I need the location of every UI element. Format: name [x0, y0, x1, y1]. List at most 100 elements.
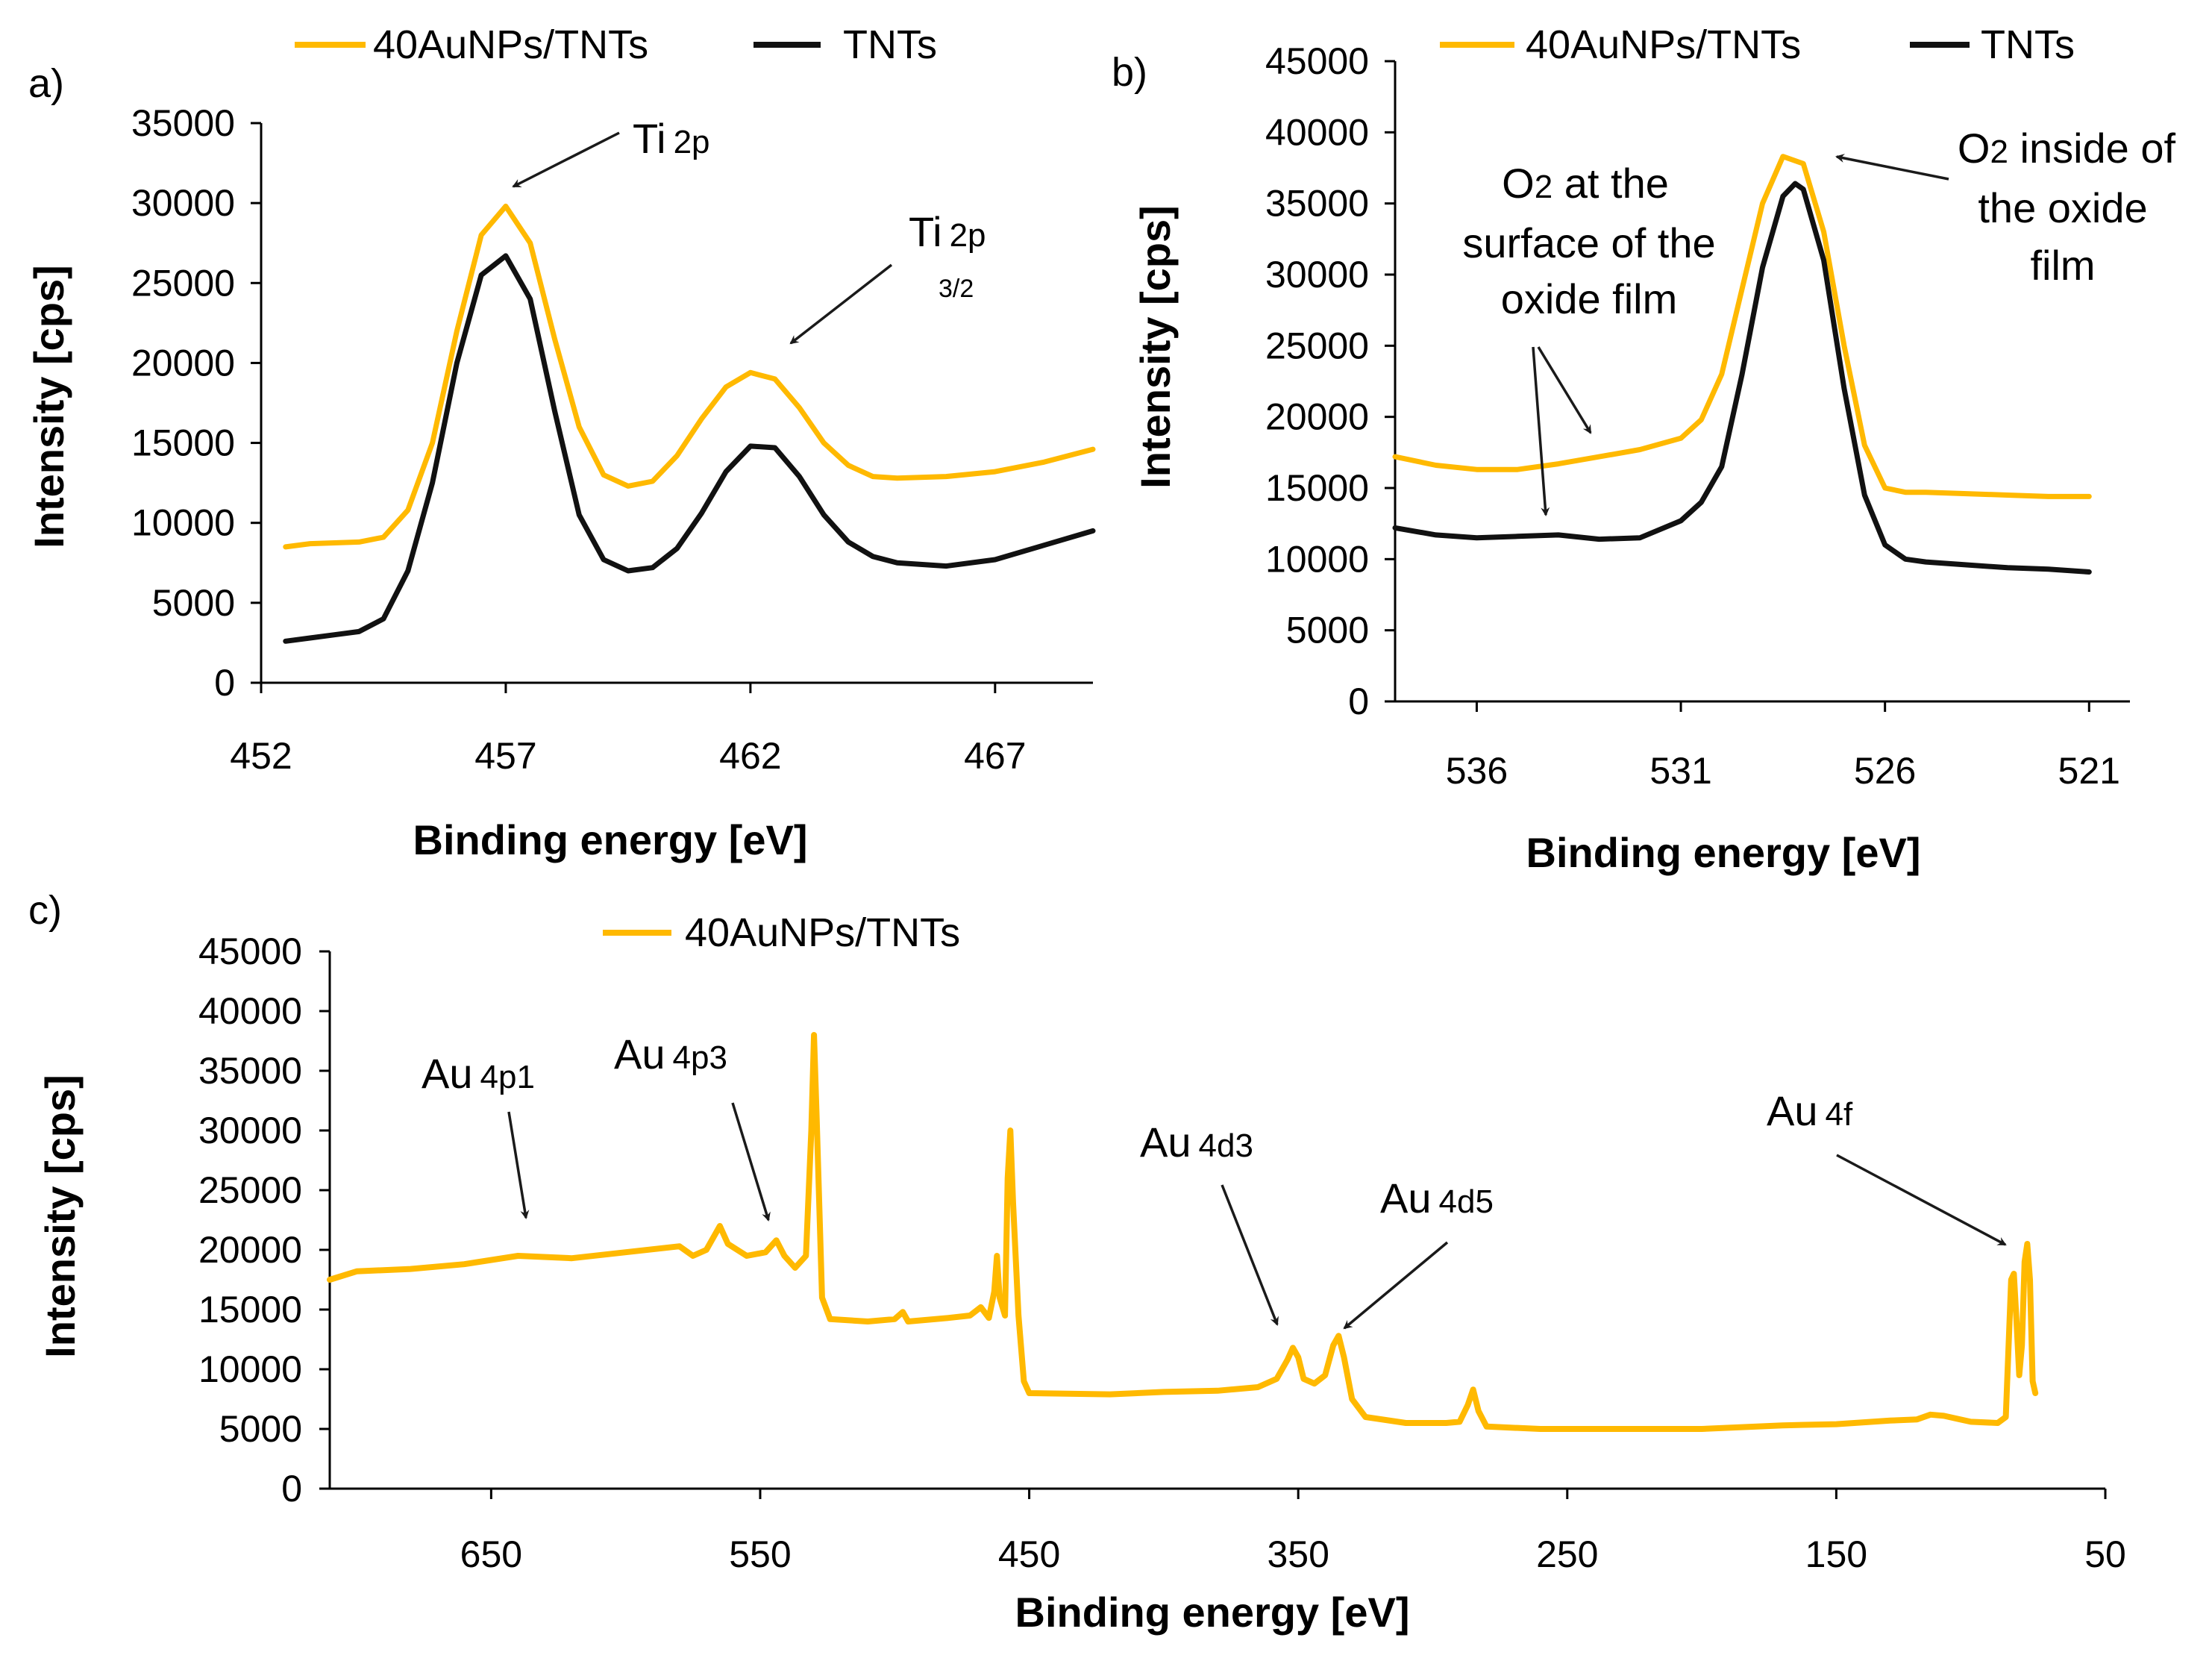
- panel-c-annotation-au4p3: Au 4p3: [614, 1030, 771, 1222]
- panel-c-x-axis-title: Binding energy [eV]: [1015, 1589, 1410, 1636]
- panel-a-annot-ti2p: Ti 2p: [633, 115, 710, 162]
- panel-a-y-tick-label-7: 35000: [131, 102, 235, 144]
- panel-b-annot-inside-line1: O2 inside of: [1958, 125, 2176, 172]
- panel-a-annotation-ti2p32: Ti 2p 3/2: [789, 208, 986, 345]
- panel-c-y-tick-label-9: 45000: [198, 930, 302, 972]
- panel-b-annot-surface-line2: surface of the: [1462, 219, 1715, 266]
- panel-b-y-ticks: 0 5000 10000 15000 20000 25000 30000 35000 40000…: [1265, 40, 1395, 722]
- panel-b-x-tick-label-0: 536: [1446, 750, 1508, 792]
- panel-b-annot-inside-line2: the oxide: [1978, 184, 2147, 231]
- panel-a-annot-ti2p32-sub: 3/2: [939, 275, 974, 303]
- panel-a-series-line-1: [283, 253, 1096, 644]
- panel-b-arrow-surface-1: [1532, 346, 1550, 516]
- panel-a-y-tick-label-4: 20000: [131, 342, 235, 384]
- panel-c-legend: 40AuNPs/TNTs: [603, 910, 960, 955]
- panel-c-series: [327, 1032, 2039, 1432]
- panel-c-x-tick-label-1: 550: [729, 1533, 791, 1575]
- panel-b-y-tick-label-0: 0: [1348, 681, 1369, 722]
- panel-a-y-axis-title: Intensity [cps]: [25, 265, 72, 548]
- panel-c-annot-au4p1: Au 4p1: [422, 1050, 535, 1097]
- panel-a-y-tick-label-0: 0: [214, 662, 235, 704]
- panel-a-legend-label-tnts: TNTs: [843, 22, 937, 67]
- panel-c-y-tick-label-6: 30000: [198, 1110, 302, 1151]
- panel-a-legend-label-au: 40AuNPs/TNTs: [373, 22, 648, 67]
- panel-b-x-tick-label-1: 531: [1649, 750, 1711, 792]
- panel-c-x-tick-label-0: 650: [460, 1533, 522, 1575]
- panel-b-label: b): [1112, 50, 1147, 95]
- panel-c-annotation-au4d3: Au 4d3: [1140, 1119, 1279, 1326]
- panel-c-y-tick-label-3: 15000: [198, 1289, 302, 1330]
- panel-a-annotation-ti2p: Ti 2p: [512, 115, 710, 188]
- panel-c-arrow-au4p3: [731, 1102, 771, 1222]
- panel-a-label: a): [28, 61, 64, 106]
- panel-b-annotation-inside: O2 inside of the oxide film: [1835, 125, 2176, 289]
- panel-c-arrow-au4d3: [1221, 1184, 1279, 1326]
- panel-c-y-tick-label-5: 25000: [198, 1169, 302, 1211]
- panel-a-x-tick-label-3: 467: [964, 735, 1026, 777]
- panel-c-series-line-0: [327, 1032, 2039, 1432]
- panel-a-arrow-ti2p: [512, 131, 620, 188]
- panel-c-x-tick-label-4: 250: [1536, 1533, 1598, 1575]
- panel-b-legend-label-au: 40AuNPs/TNTs: [1526, 22, 1801, 67]
- panel-c-annot-au4d3: Au 4d3: [1140, 1119, 1253, 1166]
- panel-b-annot-surface-line1: O2 at the: [1502, 160, 1669, 207]
- panel-c-x-tick-label-3: 350: [1267, 1533, 1329, 1575]
- panel-a-x-tick-label-0: 452: [230, 735, 292, 777]
- panel-b-y-tick-label-7: 35000: [1265, 183, 1369, 225]
- panel-a-annot-ti2p32: Ti 2p: [909, 208, 986, 255]
- panel-a-x-tick-label-2: 462: [719, 735, 781, 777]
- panel-b-series-line-0: [1392, 154, 2092, 499]
- panel-b: b) 40AuNPs/TNTs TNTs 0 5000 10000 15000 2000…: [1112, 22, 2176, 876]
- panel-b-y-tick-label-6: 30000: [1265, 254, 1369, 295]
- panel-c-legend-label-au: 40AuNPs/TNTs: [685, 910, 960, 955]
- panel-c-x-tick-label-5: 150: [1805, 1533, 1867, 1575]
- panel-b-y-tick-label-8: 40000: [1265, 111, 1369, 153]
- panel-c-label: c): [28, 888, 62, 933]
- panel-a-arrow-ti2p32: [789, 263, 893, 345]
- panel-b-x-ticks: 536 531 526 521: [1446, 701, 2120, 792]
- panel-a-y-tick-label-5: 25000: [131, 262, 235, 304]
- panel-b-y-tick-label-3: 15000: [1265, 467, 1369, 509]
- panel-c-annotation-au4f: Au 4f: [1767, 1087, 2007, 1246]
- panel-b-y-tick-label-2: 10000: [1265, 538, 1369, 580]
- panel-c-y-ticks: 0 5000 10000 15000 20000 25000 30000 35000 40000…: [198, 930, 330, 1510]
- panel-c-y-tick-label-4: 20000: [198, 1229, 302, 1271]
- panel-c-x-tick-label-2: 450: [998, 1533, 1060, 1575]
- panel-c-axes: 0 5000 10000 15000 20000 25000 30000 35000 40000…: [198, 930, 2126, 1575]
- panel-b-x-axis-title: Binding energy [eV]: [1526, 829, 1921, 876]
- panel-c-y-tick-label-1: 5000: [219, 1408, 302, 1450]
- panel-a-y-tick-label-3: 15000: [131, 422, 235, 464]
- panel-a-x-ticks: 452 457 462 467: [230, 683, 1027, 777]
- panel-a-y-tick-label-1: 5000: [152, 582, 235, 624]
- panel-c-annot-au4d5: Au 4d5: [1380, 1175, 1494, 1222]
- panel-a-legend: 40AuNPs/TNTs TNTs: [295, 22, 937, 67]
- panel-a-y-ticks: 0 5000 10000 15000 20000 25000 30000 35000: [131, 102, 261, 704]
- panel-b-annotation-surface: O2 at the surface of the oxide film: [1462, 160, 1716, 516]
- panel-b-arrow-inside: [1835, 154, 1949, 181]
- panel-b-y-axis-title: Intensity [cps]: [1132, 205, 1179, 489]
- panel-c-y-tick-label-8: 40000: [198, 990, 302, 1032]
- panel-b-x-tick-label-2: 526: [1854, 750, 1916, 792]
- panel-c-arrow-au4f: [1836, 1154, 2007, 1246]
- panel-c-y-tick-label-0: 0: [281, 1468, 302, 1510]
- panel-b-annot-surface-line3: oxide film: [1501, 275, 1678, 322]
- panel-b-annot-inside-line3: film: [2030, 242, 2095, 289]
- panel-b-series: [1392, 154, 2092, 575]
- panel-b-x-tick-label-3: 521: [2058, 750, 2120, 792]
- panel-c-annotation-au4p1: Au 4p1: [422, 1050, 535, 1219]
- panel-a-y-tick-label-2: 10000: [131, 502, 235, 544]
- panel-b-series-line-1: [1392, 181, 2092, 575]
- panel-b-y-tick-label-5: 25000: [1265, 325, 1369, 366]
- panel-b-arrow-surface-2: [1537, 346, 1592, 434]
- panel-c-y-tick-label-2: 10000: [198, 1348, 302, 1390]
- panel-a-x-tick-label-1: 457: [474, 735, 536, 777]
- panel-b-y-tick-label-1: 5000: [1286, 610, 1369, 651]
- panel-c-arrow-au4p1: [507, 1111, 530, 1219]
- panel-c-annotation-au4d5: Au 4d5: [1343, 1175, 1494, 1330]
- panel-c-annot-au4p3: Au 4p3: [614, 1030, 727, 1077]
- panel-a-x-axis-title: Binding energy [eV]: [413, 816, 808, 863]
- panel-b-axes: 0 5000 10000 15000 20000 25000 30000 35000 40000…: [1265, 40, 2130, 792]
- panel-b-y-tick-label-9: 45000: [1265, 40, 1369, 82]
